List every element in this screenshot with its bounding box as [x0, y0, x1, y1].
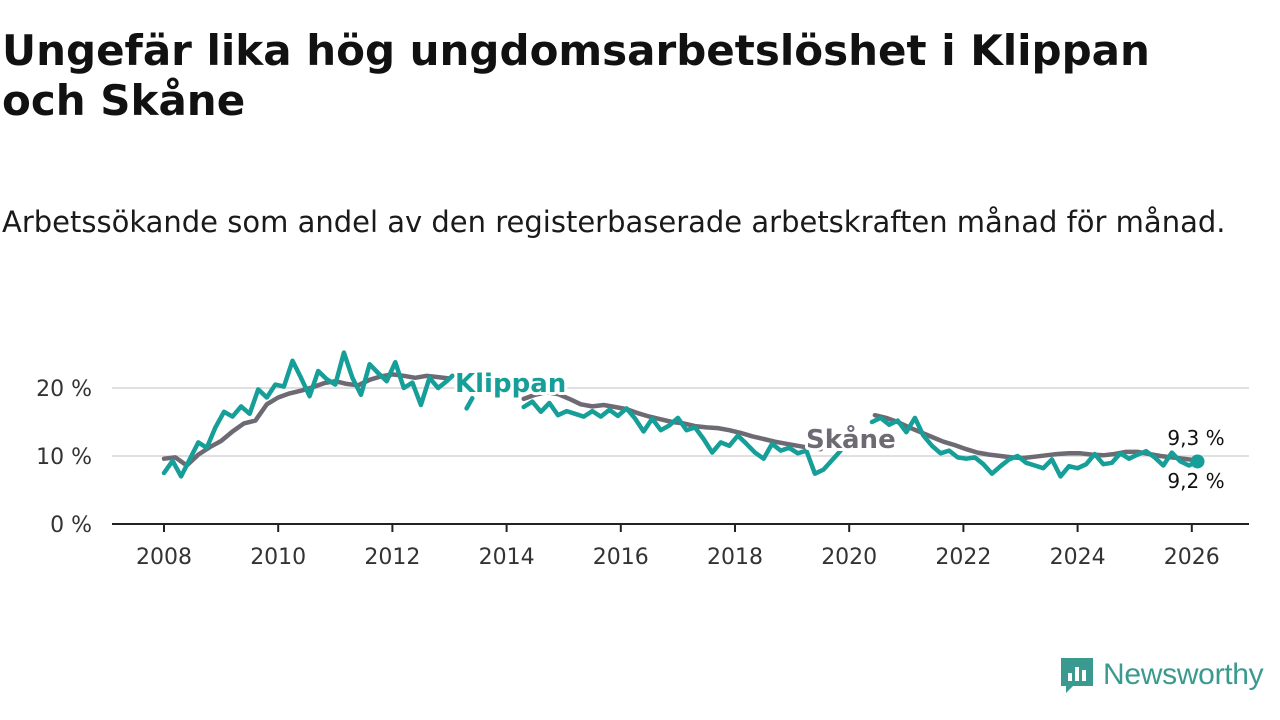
brand-name: Newsworthy — [1103, 658, 1264, 691]
x-tick-label: 2012 — [364, 545, 420, 570]
newsworthy-logo: Newsworthy — [1059, 655, 1264, 695]
y-tick-label: 10 % — [36, 445, 92, 470]
newsworthy-logo-icon — [1061, 658, 1093, 693]
series-label-klippan: Klippan — [455, 369, 566, 399]
x-tick-label: 2016 — [593, 545, 649, 570]
end-value-label-skane: 9,3 % — [1167, 426, 1224, 450]
x-tick-label: 2022 — [935, 545, 991, 570]
y-tick-label: 0 % — [50, 513, 92, 538]
x-tick-label: 2026 — [1164, 545, 1220, 570]
series-label-skane: Skåne — [806, 423, 896, 455]
x-tick-label: 2010 — [250, 545, 306, 570]
end-value-label-klippan-halo: 9,2 % — [1167, 469, 1224, 493]
series-line-klippan — [161, 350, 1200, 479]
x-tick-label: 2018 — [707, 545, 763, 570]
axes: 0 % 10 % 20 % 2008 2010 2012 2014 2016 2018 2020 2… — [36, 377, 1249, 570]
y-tick-label: 20 % — [36, 377, 92, 402]
series-lines — [161, 350, 1205, 479]
series-end-dot-klippan — [1190, 454, 1205, 469]
end-value-label-klippan: 9,2 % — [1167, 469, 1224, 493]
x-tick-label: 2024 — [1050, 545, 1106, 570]
end-value-label-skane-halo: 9,3 % — [1167, 426, 1224, 450]
x-tick-label: 2008 — [136, 545, 192, 570]
series-label-skane-halo: Skåne — [806, 423, 896, 455]
x-tick-label: 2020 — [821, 545, 877, 570]
chart-title: Ungefär lika hög ungdomsarbetslöshet i K… — [2, 26, 1150, 125]
chart-subtitle: Arbetssökande som andel av den registerb… — [2, 205, 1226, 239]
x-tick-label: 2014 — [479, 545, 535, 570]
series-label-klippan-halo: Klippan — [455, 369, 566, 399]
